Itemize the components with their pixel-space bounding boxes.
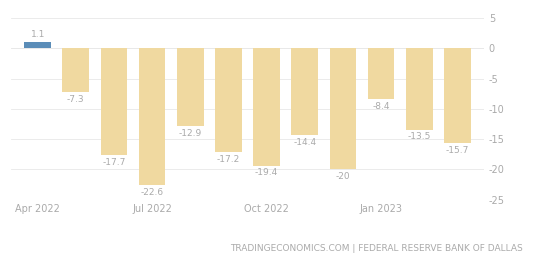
Text: TRADINGECONOMICS.COM | FEDERAL RESERVE BANK OF DALLAS: TRADINGECONOMICS.COM | FEDERAL RESERVE B… — [230, 244, 522, 253]
Text: -17.7: -17.7 — [102, 158, 126, 167]
Bar — [139, 48, 166, 185]
Text: -20: -20 — [336, 172, 350, 181]
Text: -14.4: -14.4 — [293, 138, 316, 147]
Bar — [63, 48, 89, 92]
Bar — [406, 48, 432, 130]
Bar — [444, 48, 471, 143]
Text: -13.5: -13.5 — [408, 132, 431, 141]
Bar — [101, 48, 128, 155]
Text: -12.9: -12.9 — [179, 129, 202, 138]
Text: -22.6: -22.6 — [141, 188, 164, 197]
Bar — [367, 48, 394, 99]
Bar — [292, 48, 318, 135]
Bar — [329, 48, 356, 169]
Text: -8.4: -8.4 — [372, 102, 390, 111]
Bar — [177, 48, 204, 126]
Text: -15.7: -15.7 — [446, 146, 469, 155]
Text: -19.4: -19.4 — [255, 168, 278, 177]
Bar — [215, 48, 242, 152]
Text: -17.2: -17.2 — [217, 155, 240, 164]
Text: -7.3: -7.3 — [67, 95, 85, 104]
Bar — [253, 48, 280, 166]
Text: 1.1: 1.1 — [30, 30, 45, 39]
Bar — [24, 41, 51, 48]
